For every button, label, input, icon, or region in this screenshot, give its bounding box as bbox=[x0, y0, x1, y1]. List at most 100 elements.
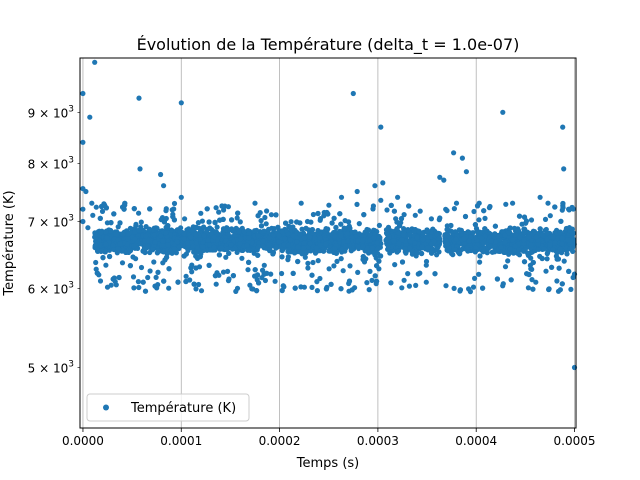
data-point bbox=[525, 250, 531, 256]
data-point bbox=[431, 238, 437, 244]
data-point bbox=[112, 279, 118, 285]
data-point bbox=[413, 282, 419, 288]
data-point bbox=[417, 208, 423, 214]
data-point bbox=[544, 256, 550, 262]
data-point bbox=[363, 256, 369, 262]
data-point bbox=[303, 225, 309, 231]
legend-box bbox=[86, 393, 250, 422]
data-point bbox=[371, 235, 377, 241]
data-point bbox=[286, 223, 292, 230]
data-point bbox=[135, 279, 141, 285]
data-point bbox=[378, 124, 384, 130]
data-point bbox=[463, 169, 469, 175]
data-point bbox=[230, 227, 236, 233]
data-point bbox=[131, 243, 137, 249]
data-point bbox=[309, 272, 315, 278]
data-point bbox=[476, 271, 482, 277]
data-point bbox=[262, 214, 268, 221]
data-point bbox=[197, 254, 203, 260]
data-point bbox=[285, 257, 291, 263]
data-point bbox=[254, 272, 261, 278]
data-point bbox=[113, 231, 119, 237]
y-tick-label: 5 × 103 bbox=[28, 360, 74, 376]
data-point bbox=[356, 244, 362, 250]
data-point bbox=[423, 258, 430, 265]
data-point bbox=[472, 275, 478, 281]
data-point bbox=[505, 258, 511, 264]
y-tick-label: 9 × 103 bbox=[28, 104, 74, 120]
data-point bbox=[557, 246, 563, 252]
data-point bbox=[340, 268, 346, 274]
data-point bbox=[115, 246, 121, 252]
data-point bbox=[272, 278, 278, 284]
data-point bbox=[341, 239, 347, 245]
data-point bbox=[385, 243, 391, 249]
data-point bbox=[225, 268, 231, 274]
data-point bbox=[235, 210, 241, 216]
data-point bbox=[550, 234, 556, 240]
data-point bbox=[115, 224, 121, 230]
data-point bbox=[374, 263, 380, 269]
data-point bbox=[535, 241, 541, 247]
data-point bbox=[482, 226, 488, 232]
data-point bbox=[183, 278, 189, 285]
data-point bbox=[193, 286, 199, 292]
data-point bbox=[196, 281, 202, 288]
x-tick-label: 0.0003 bbox=[357, 434, 399, 448]
data-point bbox=[386, 234, 392, 240]
data-point bbox=[451, 150, 457, 156]
data-point bbox=[217, 217, 223, 223]
y-tick-label: 8 × 103 bbox=[28, 155, 74, 171]
data-point bbox=[350, 90, 356, 97]
data-point bbox=[126, 231, 132, 237]
data-point bbox=[462, 213, 469, 220]
data-point bbox=[429, 250, 435, 256]
data-point bbox=[295, 244, 301, 250]
data-point bbox=[130, 254, 136, 260]
data-point bbox=[181, 231, 187, 237]
data-point bbox=[331, 263, 337, 269]
data-point bbox=[127, 263, 133, 269]
data-point bbox=[425, 245, 431, 251]
data-point bbox=[557, 230, 563, 236]
data-point bbox=[99, 208, 106, 214]
data-point bbox=[492, 239, 499, 245]
data-point bbox=[226, 250, 232, 256]
data-point bbox=[211, 244, 217, 250]
legend: Température (K) bbox=[86, 393, 250, 422]
data-point bbox=[378, 253, 384, 259]
data-point bbox=[374, 240, 380, 246]
data-point bbox=[111, 246, 117, 253]
data-point bbox=[136, 284, 142, 291]
data-point bbox=[383, 227, 390, 233]
data-point bbox=[561, 166, 567, 172]
data-point bbox=[457, 287, 463, 293]
data-point bbox=[290, 270, 296, 276]
y-tick-label: 6 × 103 bbox=[28, 280, 74, 296]
data-point bbox=[255, 232, 261, 239]
data-point bbox=[480, 249, 486, 255]
data-point bbox=[391, 238, 397, 244]
data-point bbox=[273, 244, 279, 250]
data-point bbox=[234, 215, 240, 221]
data-point bbox=[531, 229, 538, 235]
data-point bbox=[161, 219, 167, 225]
data-point bbox=[119, 260, 126, 266]
data-point bbox=[414, 250, 420, 256]
data-point bbox=[550, 247, 556, 253]
data-point bbox=[508, 277, 514, 283]
data-point bbox=[559, 241, 565, 247]
data-point bbox=[189, 262, 195, 268]
data-point bbox=[212, 273, 218, 279]
data-point bbox=[325, 211, 331, 217]
data-point bbox=[547, 213, 553, 219]
data-point bbox=[369, 277, 375, 283]
data-point bbox=[411, 228, 417, 234]
x-tick-label: 0.0001 bbox=[160, 434, 202, 448]
data-point bbox=[399, 259, 406, 265]
data-point bbox=[145, 237, 152, 244]
data-point bbox=[267, 246, 273, 253]
data-point bbox=[442, 233, 448, 239]
data-point bbox=[444, 241, 451, 247]
data-point bbox=[489, 249, 495, 255]
